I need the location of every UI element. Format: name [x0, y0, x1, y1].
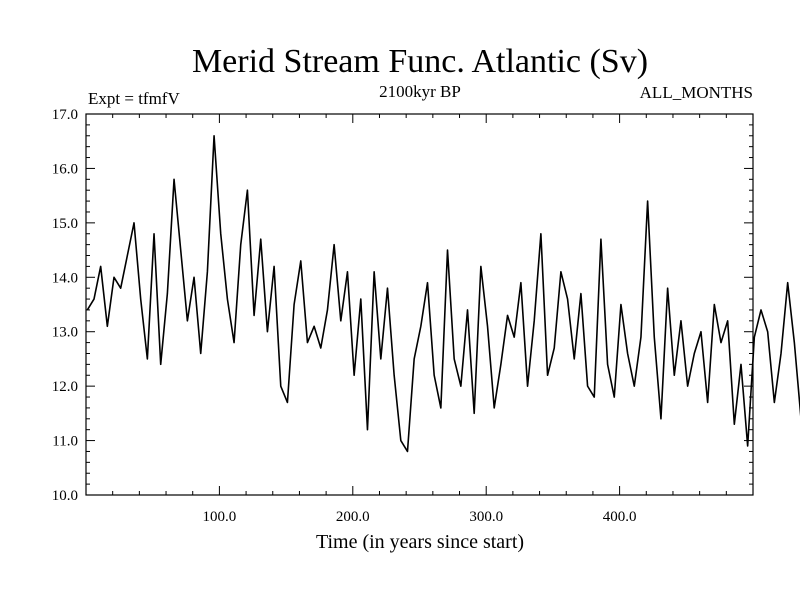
x-tick-label: 200.0 — [336, 509, 370, 525]
x-tick-label: 300.0 — [469, 509, 503, 525]
y-tick-label: 14.0 — [52, 270, 78, 286]
series-layer — [86, 134, 800, 453]
plot-frame — [85, 113, 754, 496]
subtitle-center: 2100kyr BP — [379, 82, 461, 101]
y-tick-label: 17.0 — [52, 107, 78, 123]
x-tick-label: 100.0 — [203, 509, 237, 525]
subtitle-right: ALL_MONTHS — [640, 83, 753, 102]
x-axis-label: Time (in years since start) — [316, 531, 524, 553]
y-tick-label: 13.0 — [52, 325, 78, 341]
y-tick-label: 10.0 — [52, 488, 78, 504]
series-line-tfmfV — [86, 134, 800, 453]
x-tick-label: 400.0 — [603, 509, 637, 525]
chart-title: Merid Stream Func. Atlantic (Sv) — [192, 43, 648, 80]
y-tick-label: 12.0 — [52, 379, 78, 395]
y-tick-label: 11.0 — [52, 434, 78, 450]
y-tick-label: 16.0 — [52, 161, 78, 177]
y-tick-label: 15.0 — [52, 216, 78, 232]
axes-layer: 10.0 11.0 12.0 13.0 14.0 15.0 16.0 17.0 100.0 200… — [52, 107, 753, 525]
subtitle-left: Expt = tfmfV — [88, 89, 180, 108]
